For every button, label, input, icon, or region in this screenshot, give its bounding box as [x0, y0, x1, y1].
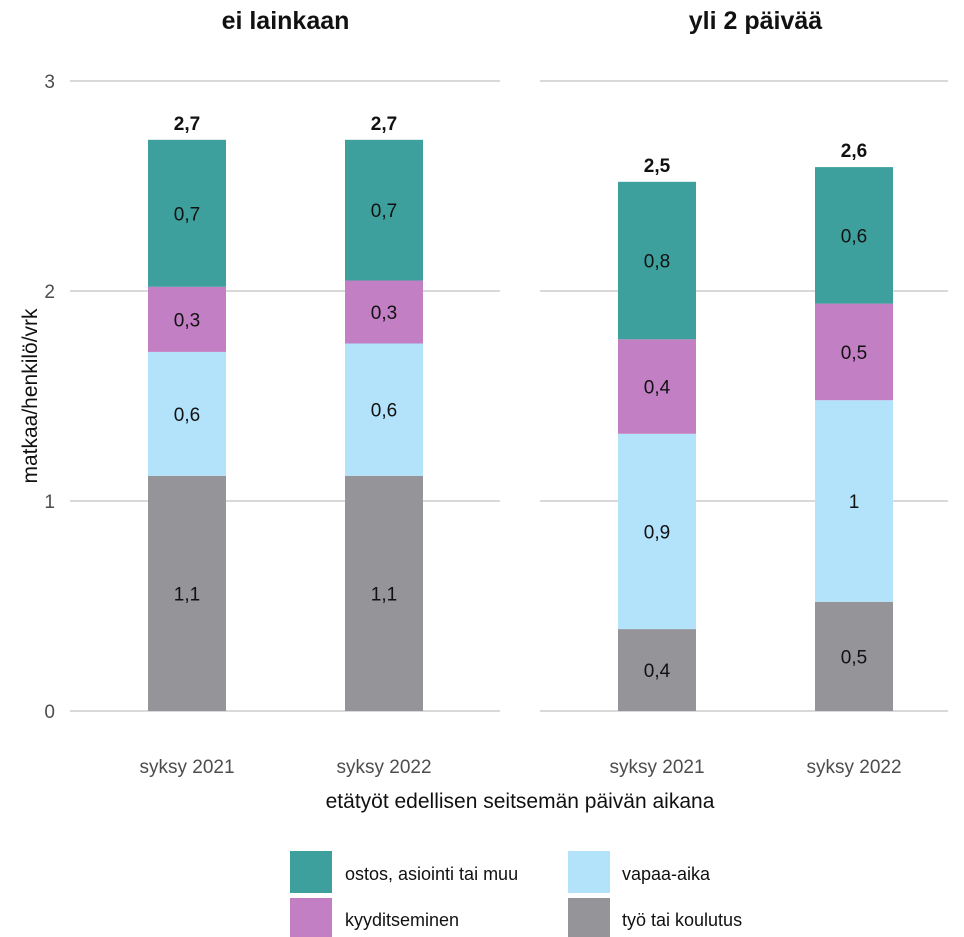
bar-segment: [618, 629, 696, 711]
legend-item: ostos, asiointi tai muu: [290, 851, 518, 893]
legend-item: työ tai koulutus: [568, 898, 742, 937]
bar-segment: [345, 280, 423, 344]
y-tick-label: 0: [44, 702, 55, 723]
bar-segment: [618, 181, 696, 340]
bar-segment: [148, 139, 226, 287]
bar-segment: [815, 400, 893, 602]
bar-segment: [815, 601, 893, 711]
segment-value-label: 0,6: [371, 401, 397, 422]
bar-total-label: 2,6: [841, 141, 867, 162]
x-tick-label: syksy 2021: [139, 757, 234, 778]
segment-value-label: 0,4: [644, 661, 671, 682]
bar-segment: [148, 286, 226, 352]
legend-item: vapaa-aika: [568, 851, 711, 893]
bar-segment: [815, 167, 893, 304]
plot-area: 0 1 2 3 ei lainkaan 1,1 0,6 0,3 0,7 2,7 syksy 2021…: [44, 7, 948, 778]
stacked-bar: 0,4 0,9 0,4 0,8 2,5: [618, 156, 696, 711]
y-axis-title: matkaa/henkilö/vrk: [19, 308, 42, 484]
bar-total-label: 2,7: [371, 114, 397, 135]
y-tick-label: 2: [44, 282, 55, 303]
bar-segment: [148, 475, 226, 711]
y-tick-label: 3: [44, 72, 55, 93]
stacked-bar: 0,5 1 0,5 0,6 2,6: [815, 141, 893, 711]
segment-value-label: 0,7: [174, 204, 200, 225]
legend: ostos, asiointi tai muu vapaa-aika kyydits…: [290, 851, 742, 937]
segment-value-label: 0,4: [644, 378, 671, 399]
segment-value-label: 0,8: [644, 252, 670, 273]
segment-value-label: 0,5: [841, 647, 867, 668]
x-tick-label: syksy 2021: [609, 757, 704, 778]
segment-value-label: 0,5: [841, 343, 867, 364]
stacked-bar: 1,1 0,6 0,3 0,7 2,7: [148, 114, 226, 711]
legend-label: työ tai koulutus: [622, 910, 742, 930]
bar-segment: [345, 139, 423, 281]
legend-swatch: [568, 898, 610, 937]
gridlines: [70, 80, 500, 712]
stacked-bar: 1,1 0,6 0,3 0,7 2,7: [345, 114, 423, 711]
bar-segment: [618, 339, 696, 434]
panel-2: yli 2 päivää 0,4 0,9 0,4 0,8 2,5 syksy 2021 0,5…: [540, 7, 948, 778]
segment-value-label: 0,3: [174, 310, 200, 331]
x-axis-title: etätyöt edellisen seitsemän päivän aikan…: [326, 790, 715, 813]
legend-swatch: [290, 898, 332, 937]
bar-segment: [815, 303, 893, 401]
segment-value-label: 0,9: [644, 522, 670, 543]
panel-title: ei lainkaan: [222, 7, 350, 35]
segment-value-label: 0,6: [174, 405, 200, 426]
segment-value-label: 1,1: [371, 584, 397, 605]
legend-label: vapaa-aika: [622, 864, 711, 884]
x-tick-label: syksy 2022: [336, 757, 431, 778]
segment-value-label: 1,1: [174, 584, 200, 605]
y-tick-label: 1: [44, 492, 55, 513]
legend-label: ostos, asiointi tai muu: [345, 864, 518, 884]
legend-swatch: [290, 851, 332, 893]
panel-title: yli 2 päivää: [689, 7, 823, 35]
segment-value-label: 0,7: [371, 201, 397, 222]
legend-item: kyyditseminen: [290, 898, 459, 937]
legend-label: kyyditseminen: [345, 910, 459, 930]
x-tick-label: syksy 2022: [806, 757, 901, 778]
legend-swatch: [568, 851, 610, 893]
bar-segment: [618, 433, 696, 630]
bar-total-label: 2,5: [644, 156, 671, 177]
bar-segment: [345, 475, 423, 711]
segment-value-label: 0,3: [371, 303, 397, 324]
bar-segment: [148, 351, 226, 476]
panel-1: 0 1 2 3 ei lainkaan 1,1 0,6 0,3 0,7 2,7 syksy 2021…: [44, 7, 500, 778]
bar-segment: [345, 343, 423, 476]
bar-total-label: 2,7: [174, 114, 200, 135]
segment-value-label: 1: [849, 492, 860, 513]
segment-value-label: 0,6: [841, 226, 867, 247]
